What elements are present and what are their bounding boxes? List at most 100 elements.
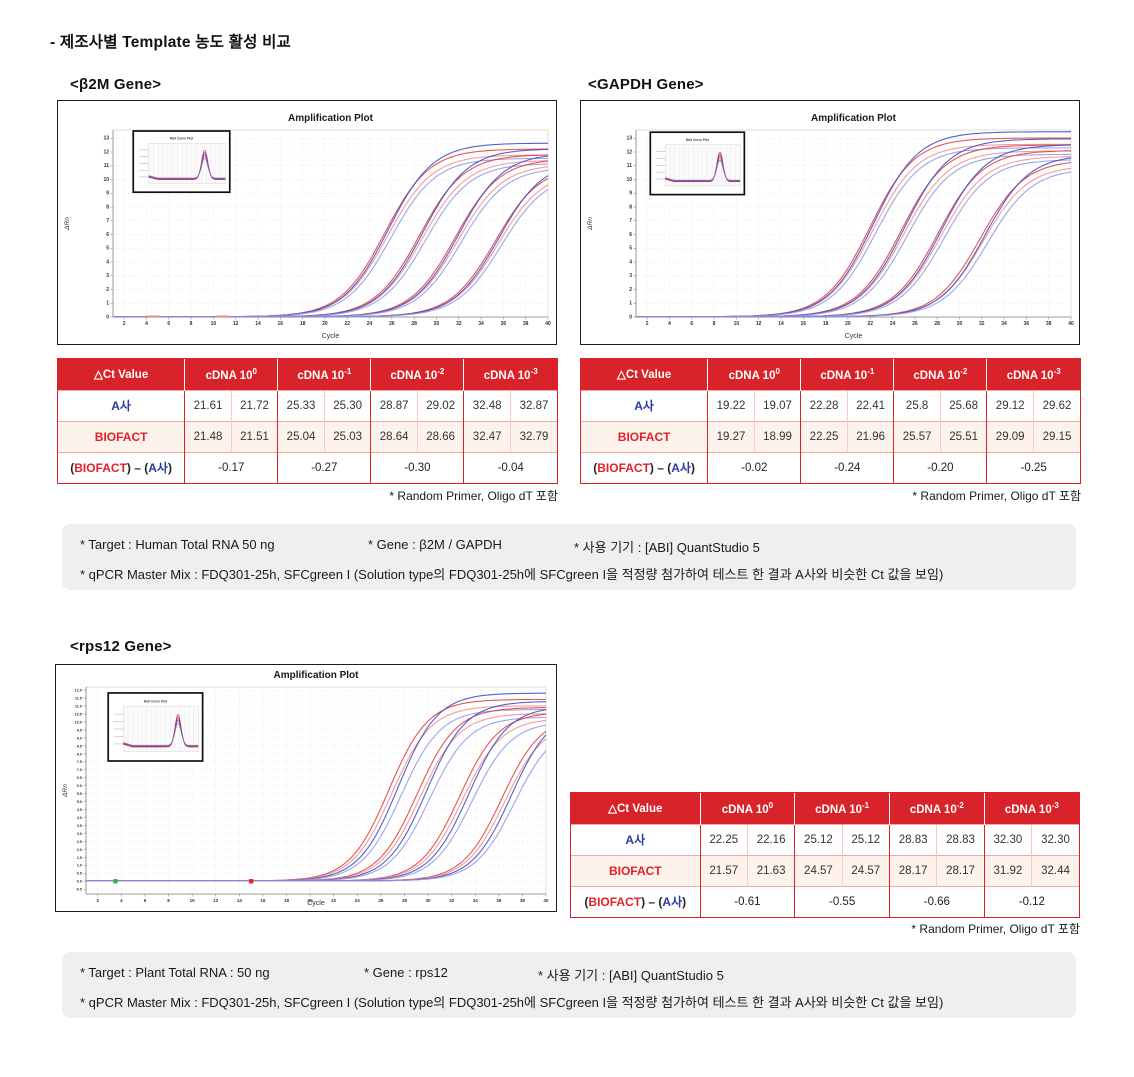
x-tick-label: 16 [278, 321, 284, 327]
ct-value-cell: 21.72 [230, 389, 278, 421]
note-bottom-target: * Target : Plant Total RNA : 50 ng [80, 965, 270, 980]
x-tick-label: 2 [646, 321, 649, 327]
melt-curve-inset: Melt Curve Plot [649, 131, 746, 196]
diff-value-cell: -0.30 [370, 451, 464, 483]
amplification-plot-rps12: -0.5 0.0 0.5 1.0 1.5 2.0 2.5 3.0 3.5 4.0 4.5 5.0 5.5… [55, 664, 557, 912]
amplification-curve [86, 750, 547, 882]
ct-value-cell: 32.30 [1031, 823, 1079, 855]
ct-value-cell: 22.16 [746, 823, 795, 855]
baseline-marker [113, 879, 118, 884]
grid [633, 130, 1072, 318]
ct-value-cell: 25.12 [794, 823, 843, 855]
y-tick-label: 4.0 [77, 816, 82, 820]
y-tick-label: 5.5 [77, 792, 82, 796]
y-tick-label: 8.5 [77, 744, 82, 748]
amplification-plot-b2m: 0 1 2 3 4 5 6 7 8 9 10 11 12 13 2 4 6 8 10 12 14 16 18 20 22 24 26… [57, 100, 557, 345]
ct-row-asa: A사 19.22 19.07 22.28 22.41 25.8 25.68 29.12 29.6… [581, 389, 1080, 421]
x-tick-label: 26 [912, 321, 918, 327]
y-tick-label: 8 [106, 204, 109, 210]
ct-row-diff: (BIOFACT) – (A사) -0.17 -0.27 -0.30 -0.04 [58, 451, 557, 483]
y-tick-label: 2.0 [77, 848, 82, 852]
y-tick-label: 9.5 [77, 728, 82, 732]
diff-value-cell: -0.17 [184, 451, 278, 483]
diff-label-part: ( [584, 895, 589, 910]
chart-title: Amplification Plot [811, 113, 897, 124]
y-tick-label: 3.0 [77, 832, 82, 836]
dilution-col-header: cDNA 100 [707, 359, 801, 390]
table-footnote-gapdh: * Random Primer, Oligo dT 포함 [912, 489, 1081, 503]
ct-value-cell: 19.22 [707, 389, 755, 421]
y-tick-label: 5 [106, 246, 109, 252]
ct-value-cell: 32.48 [463, 389, 511, 421]
diff-label-part: ) – ( [126, 461, 149, 476]
table-footnote-b2m: * Random Primer, Oligo dT 포함 [389, 489, 558, 503]
x-tick-label: 26 [378, 898, 384, 903]
y-tick-label: 9 [629, 191, 632, 197]
ct-value-cell: 25.68 [939, 389, 987, 421]
x-tick-label: 40 [545, 321, 551, 327]
ct-table-rps12: △Ct Value cDNA 100 cDNA 10-1 cDNA 10-2 cDNA … [571, 793, 1079, 917]
note-top-instrument: * 사용 기기 : [ABI] QuantStudio 5 [574, 540, 760, 555]
x-tick-label: 18 [823, 321, 829, 327]
x-axis-label: Cycle [307, 900, 325, 907]
diff-row-label: (BIOFACT) – (A사) [571, 885, 701, 917]
x-tick-label: 14 [255, 321, 261, 327]
ct-value-cell: 32.79 [509, 420, 557, 452]
x-tick-label: 8 [713, 321, 716, 327]
diff-label-part: ( [70, 461, 75, 476]
diff-row-label: (BIOFACT) – (A사) [58, 451, 185, 483]
y-axis-label: ΔRn [64, 217, 71, 231]
x-tick-label: 32 [456, 321, 462, 327]
y-tick-label: 2 [629, 287, 632, 293]
ct-value-cell: 25.03 [323, 420, 371, 452]
note-bottom-instrument: * 사용 기기 : [ABI] QuantStudio 5 [538, 968, 724, 983]
dilution-col-header: cDNA 10-3 [986, 359, 1080, 390]
diff-value-cell: -0.04 [463, 451, 557, 483]
x-tick-label: 32 [449, 898, 455, 903]
x-tick-label: 8 [167, 898, 170, 903]
dilution-col-header: cDNA 10-3 [463, 359, 557, 390]
x-tick-label: 2 [123, 321, 126, 327]
x-tick-label: 12 [213, 898, 219, 903]
x-tick-label: 12 [756, 321, 762, 327]
ct-value-cell: 25.57 [893, 420, 941, 452]
ct-value-cell: 21.63 [746, 854, 795, 886]
melt-curve-inset-title: Melt Curve Plot [144, 699, 168, 703]
ct-row-asa: A사 22.25 22.16 25.12 25.12 28.83 28.83 32.30 32.… [571, 823, 1079, 855]
x-tick-label: 14 [778, 321, 784, 327]
ct-value-cell: 29.15 [1032, 420, 1080, 452]
y-tick-label: 12 [626, 149, 632, 155]
y-tick-label: 11 [627, 163, 633, 169]
ct-header-label: △Ct Value [58, 359, 185, 390]
ct-header-label: △Ct Value [571, 793, 701, 824]
ct-value-cell: 29.12 [986, 389, 1034, 421]
ct-row-asa: A사 21.61 21.72 25.33 25.30 28.87 29.02 32.48 32.… [58, 389, 557, 421]
dilution-col-header: cDNA 10-3 [983, 793, 1079, 824]
diff-label-part: A사 [671, 461, 691, 476]
x-tick-label: 32 [979, 321, 985, 327]
row-label: A사 [571, 823, 701, 855]
ct-value-cell: 32.30 [983, 823, 1032, 855]
x-tick-label: 14 [237, 898, 243, 903]
ct-value-cell: 28.64 [370, 420, 418, 452]
ct-value-cell: 24.57 [794, 854, 843, 886]
x-tick-label: 6 [690, 321, 693, 327]
ct-value-cell: 29.62 [1032, 389, 1080, 421]
chart-title: Amplification Plot [274, 670, 360, 681]
ct-value-cell: 21.51 [230, 420, 278, 452]
y-tick-label: 8 [629, 204, 632, 210]
note-bottom-mastermix: * qPCR Master Mix : FDQ301-25h, SFCgreen… [80, 995, 944, 1010]
diff-label-part: ) [690, 461, 695, 476]
y-tick-label: 10 [103, 177, 109, 183]
x-tick-label: 24 [890, 321, 896, 327]
y-tick-label: 1.0 [77, 864, 82, 868]
ct-value-cell: 32.87 [509, 389, 557, 421]
dilution-col-header: cDNA 10-2 [370, 359, 464, 390]
amplification-plot-gapdh: 0 1 2 3 4 5 6 7 8 9 10 11 12 13 2 4 6 8 10 12 14 16 18 20 22 24 26… [580, 100, 1080, 345]
ct-value-cell: 21.57 [699, 854, 748, 886]
x-tick-label: 30 [434, 321, 440, 327]
chart-rps12-svg: -0.5 0.0 0.5 1.0 1.5 2.0 2.5 3.0 3.5 4.0 4.5 5.0 5.5… [62, 670, 549, 907]
diff-value-cell: -0.20 [893, 451, 987, 483]
